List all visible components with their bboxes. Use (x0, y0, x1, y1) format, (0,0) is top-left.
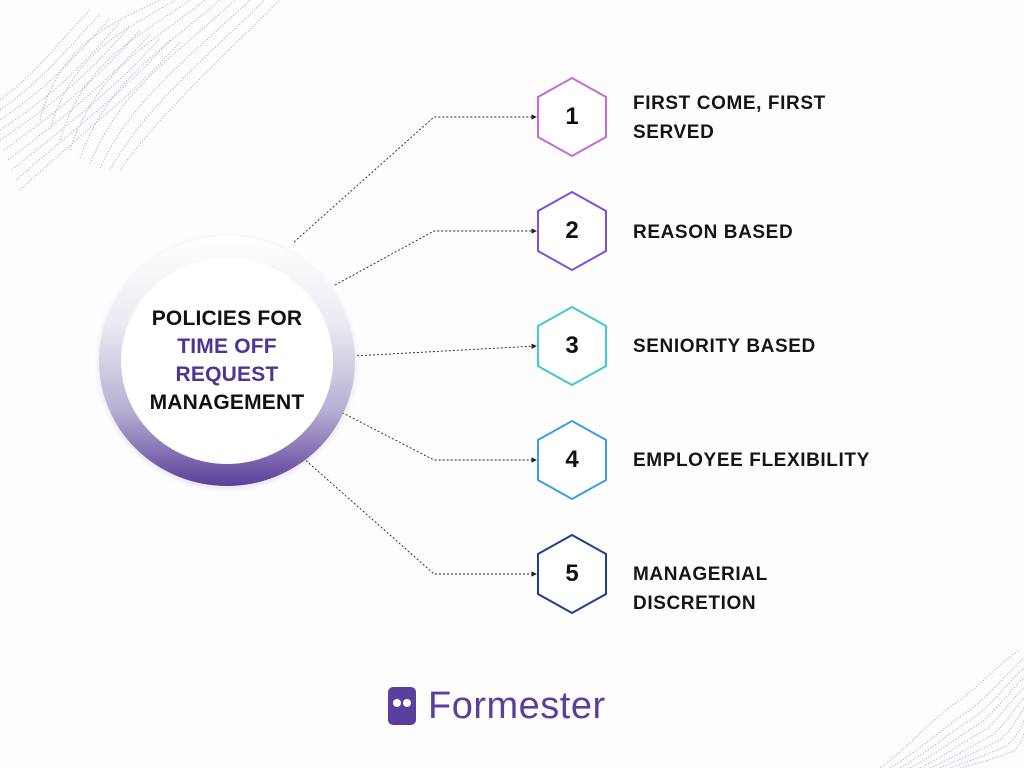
formester-logo-icon (388, 687, 416, 725)
hexagon-5-number: 5 (565, 560, 579, 587)
hexagon-1: 1 (536, 76, 608, 158)
connector-4 (334, 408, 537, 463)
hexagon-4-shape (537, 419, 607, 501)
hexagon-5-shape (537, 533, 607, 615)
connector-2 (334, 228, 537, 286)
center-title-line-2: TIME OFF (177, 335, 277, 358)
label-1: FIRST COME, FIRST SERVED (633, 89, 893, 147)
connector-5 (293, 449, 537, 577)
label-3: SENIORITY BASED (633, 336, 816, 357)
hexagon-3-number: 3 (565, 332, 579, 359)
center-title-line-4: MANAGEMENT (149, 391, 305, 414)
decorative-wave-top-left (0, 0, 281, 191)
brand-logo: Formester (388, 684, 606, 728)
hexagon-1-number: 1 (565, 103, 579, 130)
hexagon-3-shape (537, 305, 607, 387)
hexagon-4: 4 (536, 419, 608, 501)
hexagon-1-shape (537, 76, 607, 158)
label-4: EMPLOYEE FLEXIBILITY (633, 450, 870, 471)
label-2: REASON BASED (633, 222, 794, 243)
connector-3 (352, 343, 537, 357)
center-title: POLICIES FOR TIME OFF REQUEST MANAGEMENT (121, 258, 333, 464)
hexagon-5: 5 (536, 533, 608, 615)
center-title-line-1: POLICIES FOR (151, 307, 303, 330)
brand-name: Formester (428, 684, 606, 727)
hexagon-4-number: 4 (565, 446, 579, 473)
hexagon-2: 2 (536, 190, 608, 272)
hexagon-2-shape (537, 190, 607, 272)
decorative-wave-bottom-right (880, 650, 1024, 768)
label-1-line-1: FIRST COME, FIRST (633, 93, 826, 114)
hexagon-2-number: 2 (565, 217, 579, 244)
center-circle: POLICIES FOR TIME OFF REQUEST MANAGEMENT (99, 236, 355, 486)
center-title-line-3: REQUEST (175, 363, 279, 386)
hexagon-3: 3 (536, 305, 608, 387)
label-1-line-2: SERVED (633, 122, 715, 143)
label-5: MANAGERIAL DISCRETION (633, 564, 768, 614)
connector-1 (293, 114, 537, 243)
